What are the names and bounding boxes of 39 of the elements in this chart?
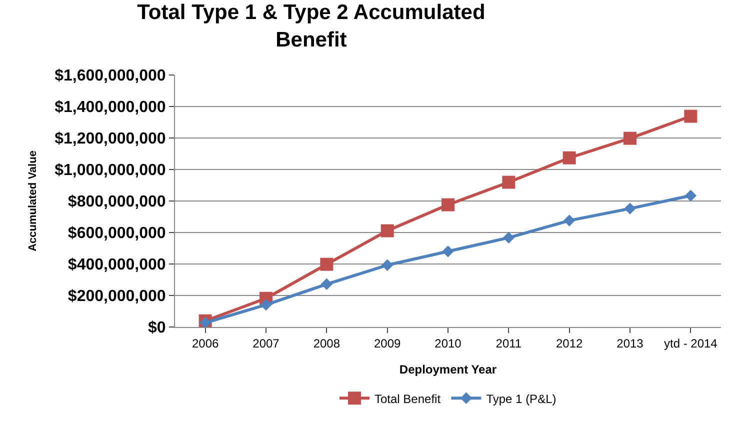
point: [502, 176, 516, 189]
x-tick-label: 2006: [192, 336, 219, 350]
point: [320, 278, 333, 290]
point: [380, 224, 394, 238]
y-tick-label: $600,000,000: [68, 225, 166, 242]
x-tick-label: ytd - 2014: [664, 336, 718, 350]
point: [562, 151, 576, 164]
x-tick-label: 2009: [374, 336, 401, 350]
y-tick-label: $800,000,000: [68, 194, 166, 211]
legend-label: Total Benefit: [374, 392, 442, 406]
chart-title: Total Type 1 & Type 2 Accumulated Benefit: [137, 1, 486, 52]
y-axis-title: Accumulated Value: [27, 150, 40, 252]
x-axis-title: Deployment Year: [399, 362, 497, 376]
point: [381, 259, 394, 271]
y-tick-label: $1,400,000,000: [54, 99, 166, 116]
x-tick-label: 2008: [313, 336, 340, 350]
point: [502, 232, 515, 244]
x-tick-label: 2012: [556, 336, 583, 350]
point: [320, 258, 334, 271]
point: [563, 214, 576, 226]
point: [442, 246, 454, 258]
point: [260, 298, 272, 311]
y-tick-label: $1,200,000,000: [54, 130, 166, 148]
y-tick-label: $1,000,000,000: [54, 162, 166, 180]
point: [199, 316, 212, 327]
point: [442, 198, 454, 212]
point: [624, 202, 636, 214]
legend-label: Type 1 (P&L): [486, 392, 556, 406]
point: [684, 110, 698, 123]
x-tick-label: 2013: [616, 336, 644, 350]
y-tick-label: $400,000,000: [68, 256, 166, 274]
y-tick-label: $0: [148, 320, 166, 337]
y-tick-label: $200,000,000: [68, 288, 166, 306]
point: [624, 132, 636, 145]
x-tick-label: 2011: [496, 336, 522, 350]
x-tick-label: 2007: [252, 336, 280, 350]
point: [684, 190, 697, 202]
x-tick-label: 2010: [434, 336, 462, 350]
y-tick-label: $1,600,000,000: [54, 68, 166, 85]
